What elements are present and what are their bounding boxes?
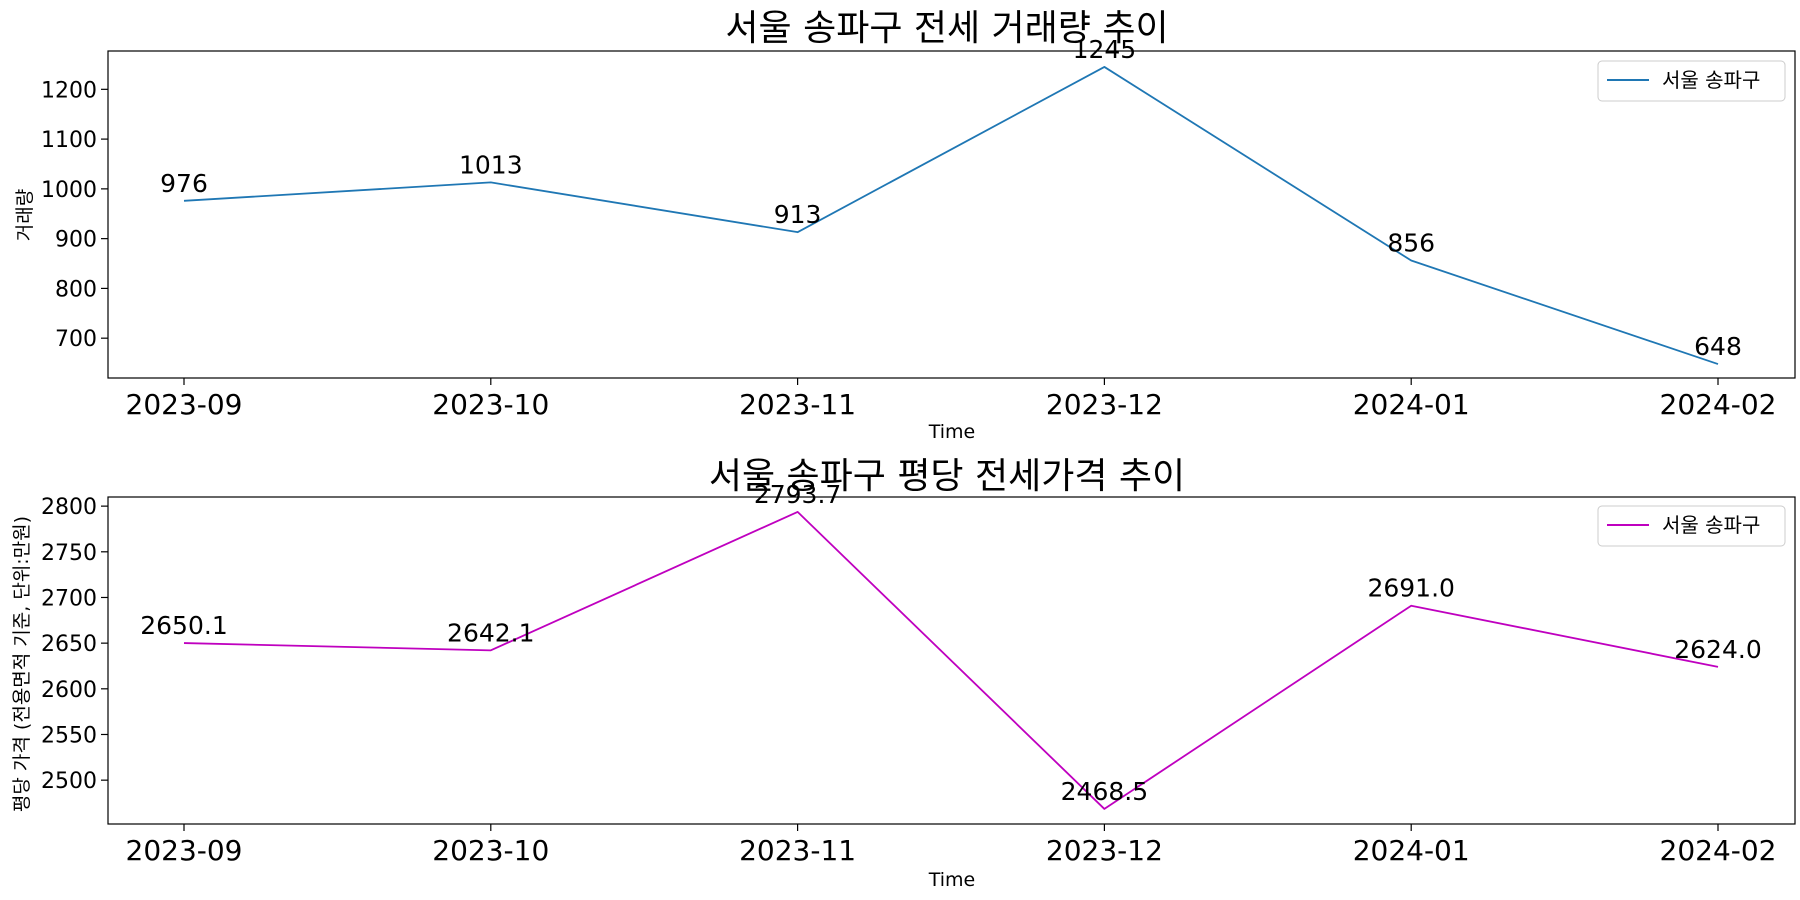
y-tick-label: 2700 bbox=[41, 586, 97, 611]
x-axis-label: Time bbox=[928, 421, 976, 443]
legend-label: 서울 송파구 bbox=[1662, 68, 1760, 92]
chart-title: 서울 송파구 평당 전세가격 추이 bbox=[709, 456, 1185, 497]
y-ticks: 2500 2550 2600 2650 2700 2750 2800 bbox=[41, 495, 108, 794]
series-line bbox=[183, 510, 1719, 810]
y-tick-label: 2800 bbox=[41, 495, 97, 520]
y-tick-label: 2650 bbox=[41, 632, 97, 657]
data-label: 2624.0 bbox=[1674, 635, 1761, 664]
y-axis-label: 거래량 bbox=[14, 189, 36, 241]
data-label: 2642.1 bbox=[447, 618, 534, 647]
x-tick-label: 2024-01 bbox=[1353, 834, 1470, 867]
y-axis-label: 평당 가격 (전용면적 기준, 단위:만원) bbox=[11, 516, 33, 812]
data-label: 1013 bbox=[459, 150, 523, 179]
data-label: 2793.7 bbox=[754, 480, 841, 509]
y-tick-label: 2550 bbox=[41, 723, 97, 748]
data-label: 913 bbox=[774, 200, 822, 229]
x-tick-label: 2024-02 bbox=[1660, 834, 1777, 867]
x-tick-label: 2024-01 bbox=[1353, 388, 1470, 421]
legend: 서울 송파구 bbox=[1597, 505, 1786, 547]
y-tick-label: 1200 bbox=[41, 78, 97, 103]
y-tick-label: 2500 bbox=[41, 769, 97, 794]
data-label: 856 bbox=[1387, 229, 1435, 258]
x-tick-label: 2023-12 bbox=[1046, 834, 1163, 867]
data-label: 2650.1 bbox=[140, 611, 227, 640]
x-ticks: 2023-09 2023-10 2023-11 2023-12 2024-01 2024-… bbox=[126, 378, 1777, 421]
x-tick-label: 2024-02 bbox=[1660, 388, 1777, 421]
x-tick-label: 2023-10 bbox=[432, 834, 549, 867]
legend-box bbox=[1597, 60, 1786, 102]
x-tick-label: 2023-09 bbox=[126, 388, 243, 421]
y-ticks: 700 800 900 1000 1100 1200 bbox=[41, 78, 108, 352]
plot-frame bbox=[107, 496, 1796, 825]
x-tick-label: 2023-09 bbox=[126, 834, 243, 867]
x-tick-label: 2023-11 bbox=[739, 834, 856, 867]
data-label: 2468.5 bbox=[1061, 777, 1148, 806]
x-tick-label: 2023-12 bbox=[1046, 388, 1163, 421]
legend-box bbox=[1597, 505, 1786, 547]
plot-frame bbox=[107, 50, 1796, 379]
data-label: 1245 bbox=[1073, 35, 1137, 64]
transaction-volume-chart: 서울 송파구 전세 거래량 추이 거래량 Time 2023-09 2023-10… bbox=[14, 8, 1796, 443]
data-labels: 2650.1 2642.1 2793.7 2468.5 2691.0 2624.0 bbox=[140, 480, 1761, 806]
series-line bbox=[183, 66, 1719, 365]
y-tick-label: 2750 bbox=[41, 541, 97, 566]
data-label: 976 bbox=[160, 169, 208, 198]
y-tick-label: 2600 bbox=[41, 678, 97, 703]
series-layer bbox=[183, 510, 1719, 810]
x-tick-label: 2023-11 bbox=[739, 388, 856, 421]
price-per-pyeong-chart: 서울 송파구 평당 전세가격 추이 평당 가격 (전용면적 기준, 단위:만원)… bbox=[11, 456, 1796, 891]
legend: 서울 송파구 bbox=[1597, 60, 1786, 102]
y-tick-label: 900 bbox=[55, 228, 97, 253]
y-tick-label: 1000 bbox=[41, 178, 97, 203]
data-label: 2691.0 bbox=[1367, 574, 1454, 603]
data-label: 648 bbox=[1694, 332, 1742, 361]
series-layer bbox=[183, 66, 1719, 365]
y-tick-label: 800 bbox=[55, 277, 97, 302]
y-tick-label: 700 bbox=[55, 327, 97, 352]
chart-title: 서울 송파구 전세 거래량 추이 bbox=[725, 8, 1168, 49]
x-tick-label: 2023-10 bbox=[432, 388, 549, 421]
x-ticks: 2023-09 2023-10 2023-11 2023-12 2024-01 2024-… bbox=[126, 824, 1777, 867]
x-axis-label: Time bbox=[928, 869, 976, 891]
y-tick-label: 1100 bbox=[41, 128, 97, 153]
data-labels: 976 1013 913 1245 856 648 bbox=[160, 35, 1742, 361]
legend-label: 서울 송파구 bbox=[1662, 513, 1760, 537]
